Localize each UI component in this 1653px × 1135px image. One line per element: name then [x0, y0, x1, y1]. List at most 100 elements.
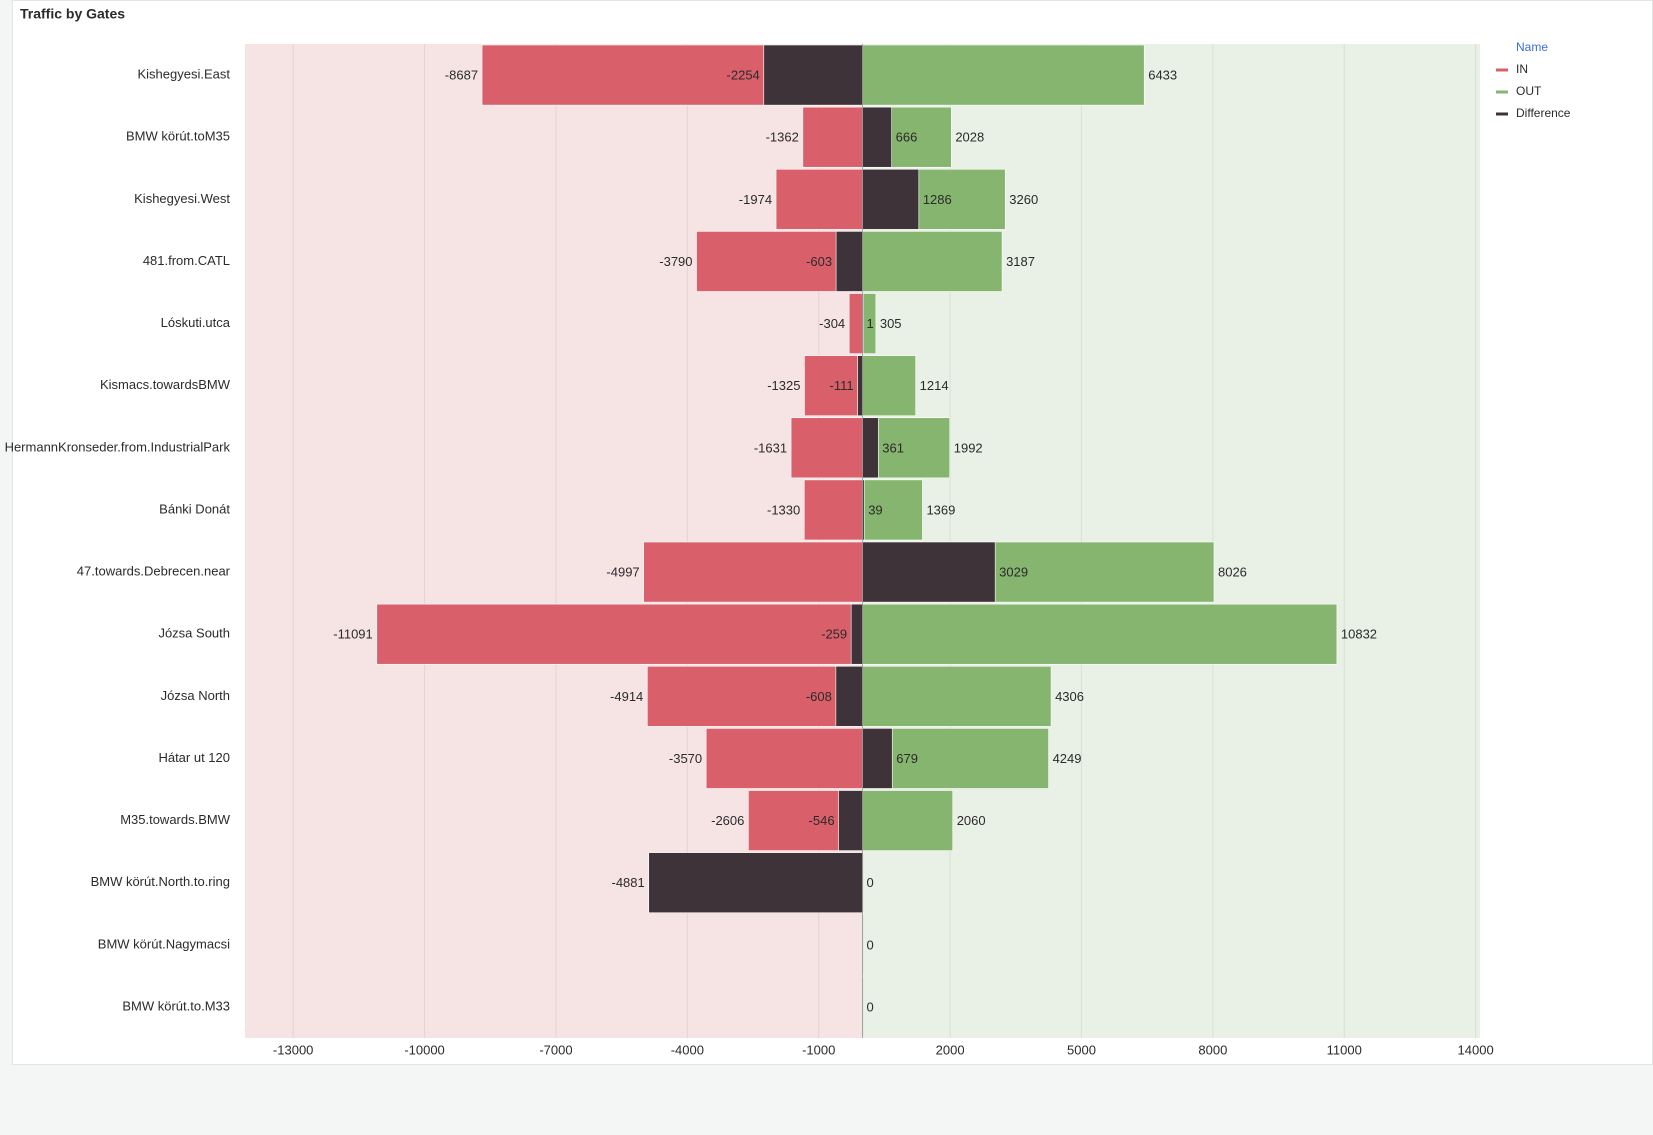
- bar: [646, 665, 863, 727]
- bar: [643, 541, 863, 603]
- data-label: 10832: [1341, 627, 1377, 642]
- data-label: 666: [896, 130, 918, 145]
- data-label: -608: [806, 689, 832, 704]
- y-tick-label: Bánki Donát: [159, 501, 230, 516]
- data-label: -304: [819, 316, 845, 331]
- data-label: -1362: [766, 130, 799, 145]
- data-label: 1: [867, 316, 874, 331]
- bar: [376, 603, 863, 665]
- bar: [862, 44, 1145, 106]
- bar: [862, 106, 892, 168]
- bar: [862, 231, 1003, 292]
- bar: [802, 106, 863, 168]
- data-label: 4306: [1055, 689, 1084, 704]
- bar: [803, 479, 863, 541]
- bar: [862, 728, 1049, 789]
- bar: [862, 665, 1052, 727]
- legend-label: OUT: [1516, 84, 1542, 98]
- bar: [862, 728, 893, 789]
- x-tick-label: -10000: [404, 1042, 444, 1057]
- bar: [835, 665, 863, 727]
- bar: [790, 417, 863, 479]
- bar: [862, 168, 920, 230]
- bar: [850, 603, 863, 665]
- bar: [705, 728, 863, 789]
- x-tick-label: -13000: [273, 1042, 313, 1057]
- data-label: -3570: [669, 751, 702, 766]
- data-label: -111: [830, 378, 854, 393]
- y-tick-label: 481.from.CATL: [143, 253, 230, 268]
- y-tick-label: BMW körút.to.M33: [122, 998, 230, 1013]
- data-label: 8026: [1218, 565, 1247, 580]
- bar: [862, 479, 865, 541]
- legend-swatch: [1496, 68, 1508, 72]
- bar: [804, 355, 863, 417]
- data-label: 4249: [1053, 751, 1082, 766]
- bar: [862, 355, 916, 417]
- legend-label: Difference: [1516, 106, 1571, 120]
- data-label: -4881: [611, 875, 644, 890]
- data-label: -2254: [727, 68, 760, 83]
- data-label: 305: [880, 316, 902, 331]
- data-label: 361: [882, 440, 904, 455]
- y-tick-label: Kismacs.towardsBMW: [100, 377, 231, 392]
- data-label: -2606: [711, 813, 744, 828]
- data-label: -11091: [333, 627, 373, 642]
- data-label: 0: [867, 875, 874, 890]
- y-tick-label: Józsa North: [161, 688, 230, 703]
- bar: [862, 790, 954, 851]
- data-label: 3187: [1006, 254, 1035, 269]
- data-label: 3260: [1009, 192, 1038, 207]
- y-tick-label: Kishegyesi.East: [138, 67, 231, 82]
- bar: [648, 852, 863, 914]
- data-label: -4997: [606, 565, 639, 580]
- x-tick-label: 5000: [1067, 1042, 1096, 1057]
- bar: [775, 168, 863, 230]
- bar: [862, 417, 879, 479]
- data-label: -8687: [445, 68, 478, 83]
- data-label: 1214: [920, 378, 949, 393]
- x-tick-label: 8000: [1198, 1042, 1227, 1057]
- data-label: -603: [806, 254, 832, 269]
- data-label: 1992: [954, 440, 983, 455]
- y-tick-label: HermannKronseder.from.IndustrialPark: [5, 439, 231, 454]
- y-tick-label: Lóskuti.utca: [161, 315, 231, 330]
- data-label: -1974: [739, 192, 772, 207]
- y-tick-label: BMW körút.North.to.ring: [91, 874, 230, 889]
- data-label: 3029: [999, 565, 1028, 580]
- bar: [862, 976, 864, 1038]
- y-tick-label: BMW körút.toM35: [126, 129, 230, 144]
- x-tick-label: 2000: [936, 1042, 965, 1057]
- chart-title: Traffic by Gates: [20, 6, 125, 22]
- data-label: 0: [867, 999, 874, 1014]
- x-tick-label: 14000: [1458, 1042, 1494, 1057]
- bar: [862, 479, 923, 541]
- y-tick-label: M35.towards.BMW: [120, 812, 231, 827]
- legend-label: IN: [1516, 62, 1528, 76]
- data-label: 2060: [957, 813, 986, 828]
- x-tick-label: -4000: [671, 1042, 704, 1057]
- bar: [862, 914, 864, 976]
- bar: [862, 293, 864, 354]
- legend-swatch: [1496, 90, 1508, 94]
- bar: [862, 541, 996, 603]
- x-tick-label: -1000: [802, 1042, 835, 1057]
- data-label: 1286: [923, 192, 952, 207]
- data-label: 679: [896, 751, 918, 766]
- data-label: 2028: [955, 130, 984, 145]
- bar: [696, 231, 863, 292]
- data-label: -1330: [767, 502, 800, 517]
- y-tick-label: Józsa South: [158, 626, 230, 641]
- bar: [857, 355, 863, 417]
- data-label: -1631: [754, 440, 787, 455]
- legend-title: Name: [1516, 40, 1548, 54]
- x-tick-label: 11000: [1327, 1042, 1362, 1057]
- bar: [838, 790, 863, 851]
- data-label: 0: [867, 937, 874, 952]
- bar: [862, 603, 1338, 665]
- legend-swatch: [1496, 112, 1508, 116]
- data-label: 6433: [1148, 68, 1177, 83]
- data-label: -4914: [610, 689, 643, 704]
- y-tick-label: Hátar ut 120: [158, 750, 230, 765]
